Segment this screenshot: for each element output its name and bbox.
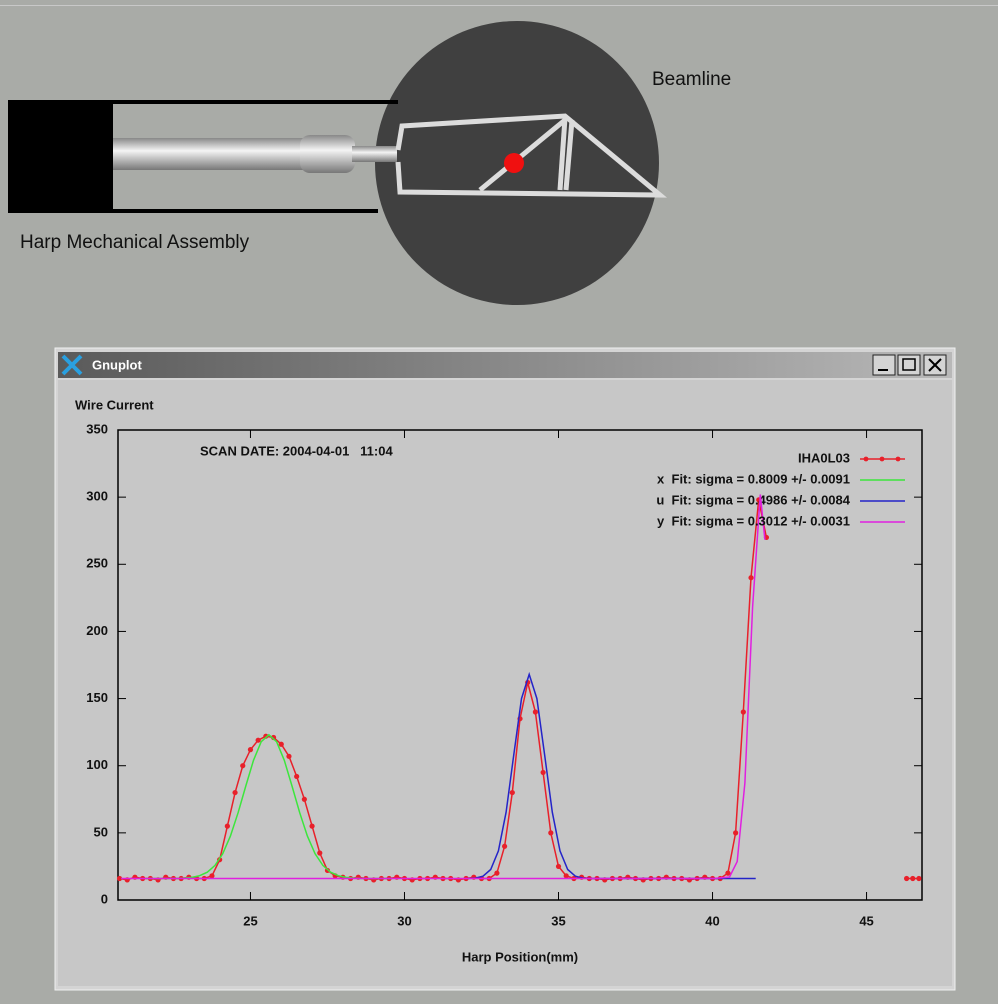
data-point <box>903 875 910 882</box>
data-point <box>209 873 215 879</box>
y-tick-label: 50 <box>94 824 108 839</box>
top-edge <box>0 5 998 6</box>
harp-frame <box>395 113 668 198</box>
y-tick-label: 350 <box>86 421 108 436</box>
beam-spot <box>504 153 524 173</box>
data-point <box>740 709 746 715</box>
x-axis-label: Harp Position(mm) <box>462 949 578 964</box>
data-point <box>317 850 323 856</box>
data-point <box>748 575 754 581</box>
y-tick-label: 0 <box>101 891 108 906</box>
data-point <box>263 733 269 739</box>
data-point <box>301 796 307 802</box>
maximize-button[interactable] <box>897 354 921 376</box>
tube <box>113 138 308 170</box>
x-tick-label: 35 <box>551 913 565 928</box>
y-axis-label: Wire Current <box>75 397 154 412</box>
y-tick-label: 300 <box>86 489 108 504</box>
plot-canvas <box>58 380 952 986</box>
data-point <box>240 763 246 769</box>
data-point <box>116 875 123 882</box>
title-bar <box>58 352 952 378</box>
data-point <box>232 789 238 796</box>
y-tick-label: 150 <box>86 690 108 705</box>
data-point <box>255 737 261 743</box>
legend-label: u Fit: sigma = 0.4986 +/- 0.0084 <box>656 492 850 507</box>
mount-block <box>8 100 113 213</box>
legend-marker <box>895 456 901 462</box>
data-point <box>224 823 230 829</box>
x-tick-label: 25 <box>243 913 257 928</box>
y-tick-label: 200 <box>86 623 108 638</box>
data-point <box>294 773 300 780</box>
window-title: Gnuplot <box>92 357 142 372</box>
data-point <box>555 863 562 870</box>
data-point <box>725 870 731 876</box>
annotation: SCAN DATE: 2004-04-01 11:04 <box>200 443 393 458</box>
maximize-icon <box>902 358 916 371</box>
assembly-label: Harp Mechanical Assembly <box>20 232 250 253</box>
data-point <box>540 769 546 776</box>
close-icon <box>928 358 942 372</box>
legend-label: y Fit: sigma = 0.3012 +/- 0.0031 <box>657 513 850 528</box>
data-point <box>278 741 284 747</box>
data-point <box>548 830 554 836</box>
x-tick-label: 45 <box>859 913 873 928</box>
series-line <box>121 494 766 880</box>
y-tick-label: 250 <box>86 556 108 571</box>
data-point <box>309 823 315 829</box>
beamline-label: Beamline <box>652 69 731 90</box>
plot: 0 50 100 150 200 250 300 350 25 30 35 40 45 IHA0L03 x … <box>86 421 922 928</box>
data-point <box>494 870 500 876</box>
data-point <box>532 709 539 715</box>
y-tick-label: 100 <box>86 757 108 772</box>
data-point <box>563 873 569 879</box>
legend-label: IHA0L03 <box>798 450 850 465</box>
data-point <box>247 747 254 753</box>
legend-marker <box>879 456 885 462</box>
data-point <box>733 830 739 836</box>
x-tick-label: 40 <box>705 913 719 928</box>
stem <box>352 146 397 162</box>
x-tick-label: 30 <box>397 913 411 928</box>
data-point <box>286 753 292 759</box>
legend-label: x Fit: sigma = 0.8009 +/- 0.0091 <box>657 471 850 486</box>
data-point <box>509 789 515 796</box>
minimize-button[interactable] <box>872 354 896 376</box>
data-point <box>501 843 508 849</box>
legend-marker <box>863 456 869 462</box>
plot-frame <box>117 429 923 901</box>
window-buttons[interactable] <box>872 354 947 376</box>
connector <box>300 135 355 173</box>
app-icon <box>61 354 83 376</box>
series-line <box>467 671 756 880</box>
series-line <box>145 733 393 880</box>
data-point <box>910 875 916 882</box>
data-point <box>916 875 922 882</box>
